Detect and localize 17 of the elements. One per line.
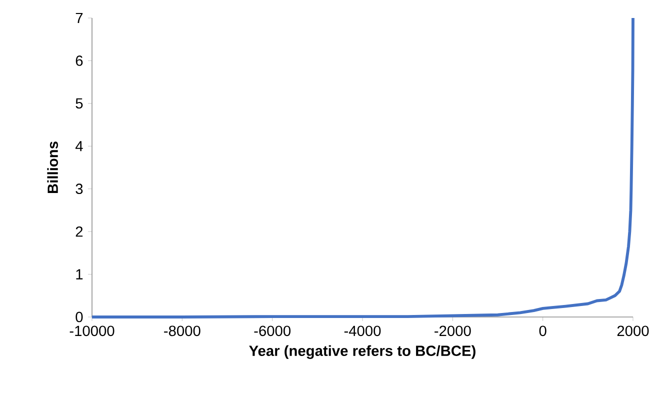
y-tick-label: 0 bbox=[76, 312, 83, 322]
x-axis-title: Year (negative refers to BC/BCE) bbox=[249, 345, 476, 359]
x-tick-label: -8000 bbox=[164, 326, 200, 336]
x-tick-label: 2000 bbox=[617, 326, 649, 336]
x-tick-label: -10000 bbox=[70, 326, 114, 336]
y-tick-label: 7 bbox=[76, 12, 83, 24]
x-tick-label: -2000 bbox=[434, 326, 471, 336]
y-axis-title: Billions bbox=[47, 142, 58, 193]
y-tick-label: 4 bbox=[75, 141, 83, 152]
y-tick-label: 6 bbox=[76, 56, 83, 66]
y-tick-label: 3 bbox=[76, 184, 83, 194]
y-tick-label: 2 bbox=[76, 226, 83, 237]
y-tick-label: 1 bbox=[76, 269, 83, 280]
x-tick-label: 0 bbox=[539, 326, 546, 336]
x-tick-label: -6000 bbox=[254, 326, 290, 336]
x-tick-label: -4000 bbox=[344, 326, 381, 336]
y-tick-label: 5 bbox=[76, 98, 83, 109]
